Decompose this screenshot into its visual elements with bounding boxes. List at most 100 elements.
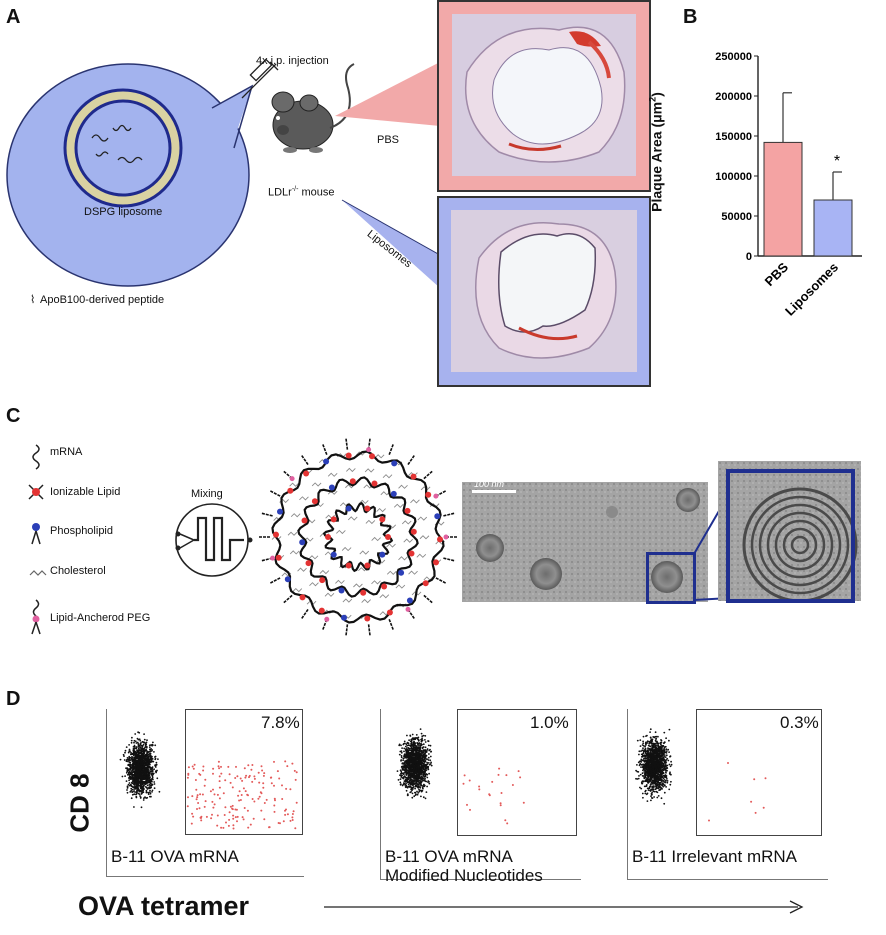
event-dot — [637, 777, 640, 780]
gated-event-dot — [232, 814, 235, 817]
event-dot — [645, 752, 648, 755]
event-dot — [139, 742, 142, 745]
event-dot — [137, 762, 140, 764]
event-dot — [659, 781, 662, 784]
gated-event-dot — [519, 776, 522, 779]
event-dot — [663, 756, 666, 758]
event-dot — [650, 767, 652, 770]
event-dot — [403, 750, 405, 753]
event-dot — [665, 786, 667, 788]
gated-event-dot — [257, 771, 260, 774]
gated-event-dot — [197, 802, 200, 804]
event-dot — [665, 748, 668, 751]
gated-event-dot — [236, 820, 238, 823]
cholesterol-mark — [346, 467, 356, 473]
gated-event-dot — [262, 786, 265, 789]
event-dot — [651, 758, 654, 761]
gated-event-dot — [250, 768, 253, 771]
event-dot — [424, 741, 427, 743]
gated-event-dot — [228, 818, 231, 821]
event-dot — [414, 744, 417, 747]
event-dot — [146, 784, 149, 787]
event-dot — [660, 778, 663, 781]
flow-percentage: 7.8% — [261, 713, 300, 732]
event-dot — [654, 742, 657, 745]
cholesterol-mark — [376, 507, 386, 513]
event-dot — [426, 748, 429, 750]
event-dot — [655, 772, 658, 775]
event-dot — [421, 739, 424, 742]
gated-event-dot — [234, 816, 237, 819]
event-dot — [652, 766, 655, 769]
event-dot — [421, 786, 424, 789]
event-dot — [403, 747, 406, 750]
event-dot — [650, 795, 652, 797]
event-dot — [407, 775, 410, 778]
legend-peg: Lipid-Ancherod PEG — [50, 612, 151, 624]
lipid-head — [425, 491, 432, 498]
event-dot — [135, 747, 138, 750]
lipid-head — [391, 460, 398, 467]
event-dot — [638, 760, 641, 763]
lipid-head — [434, 513, 441, 520]
cholesterol-mark — [364, 468, 375, 473]
chart-ylabel-close: ) — [648, 92, 665, 97]
gated-event-dot — [251, 780, 254, 783]
gated-event-dot — [268, 826, 270, 829]
event-dot — [153, 787, 156, 790]
event-dot — [419, 744, 421, 747]
event-dot — [635, 769, 637, 772]
lipid-head — [390, 490, 397, 497]
flow-label-line2: Modified Nucleotides — [385, 866, 543, 885]
gated-event-dot — [273, 784, 275, 787]
event-dot — [412, 773, 415, 776]
event-dot — [126, 773, 129, 776]
event-dot — [659, 768, 662, 771]
event-dot — [649, 745, 652, 748]
event-dot — [642, 735, 645, 738]
event-dot — [665, 754, 668, 757]
event-dot — [417, 747, 420, 750]
event-dot — [403, 755, 405, 758]
gated-event-dot — [225, 821, 227, 824]
event-dot — [410, 742, 413, 745]
gated-event-dot — [193, 763, 196, 766]
gated-event-dot — [220, 765, 222, 768]
cholesterol-mark — [417, 516, 428, 521]
event-dot — [661, 776, 664, 779]
lipid-head — [398, 569, 405, 576]
event-dot — [151, 789, 154, 792]
lipid-head — [381, 583, 388, 590]
event-dot — [422, 762, 425, 765]
event-dot — [153, 751, 155, 753]
event-dot — [119, 758, 122, 761]
event-dot — [651, 785, 654, 788]
event-dot — [412, 774, 415, 777]
event-dot — [638, 775, 640, 777]
event-dot — [409, 735, 412, 737]
event-dot — [415, 785, 418, 788]
event-dot — [134, 740, 137, 743]
gated-event-dot — [216, 814, 219, 817]
cholesterol-mark — [319, 569, 330, 575]
event-dot — [400, 751, 403, 754]
event-dot — [147, 766, 149, 769]
event-dot — [142, 743, 145, 746]
event-dot — [424, 797, 427, 800]
pbs-micrograph — [437, 0, 651, 192]
event-dot — [133, 741, 135, 744]
lipid-head — [305, 560, 312, 567]
gated-event-dot — [269, 776, 272, 779]
gated-event-dot — [202, 765, 205, 768]
event-dot — [405, 782, 407, 785]
syringe-icon — [241, 58, 279, 99]
peg-tail — [300, 608, 309, 620]
peg-tail — [435, 577, 447, 585]
event-dot — [147, 791, 150, 794]
event-dot — [410, 791, 412, 793]
event-dot — [422, 749, 425, 752]
event-dot — [655, 779, 657, 782]
event-dot — [136, 784, 139, 787]
event-dot — [426, 776, 429, 779]
gated-event-dot — [261, 769, 264, 772]
